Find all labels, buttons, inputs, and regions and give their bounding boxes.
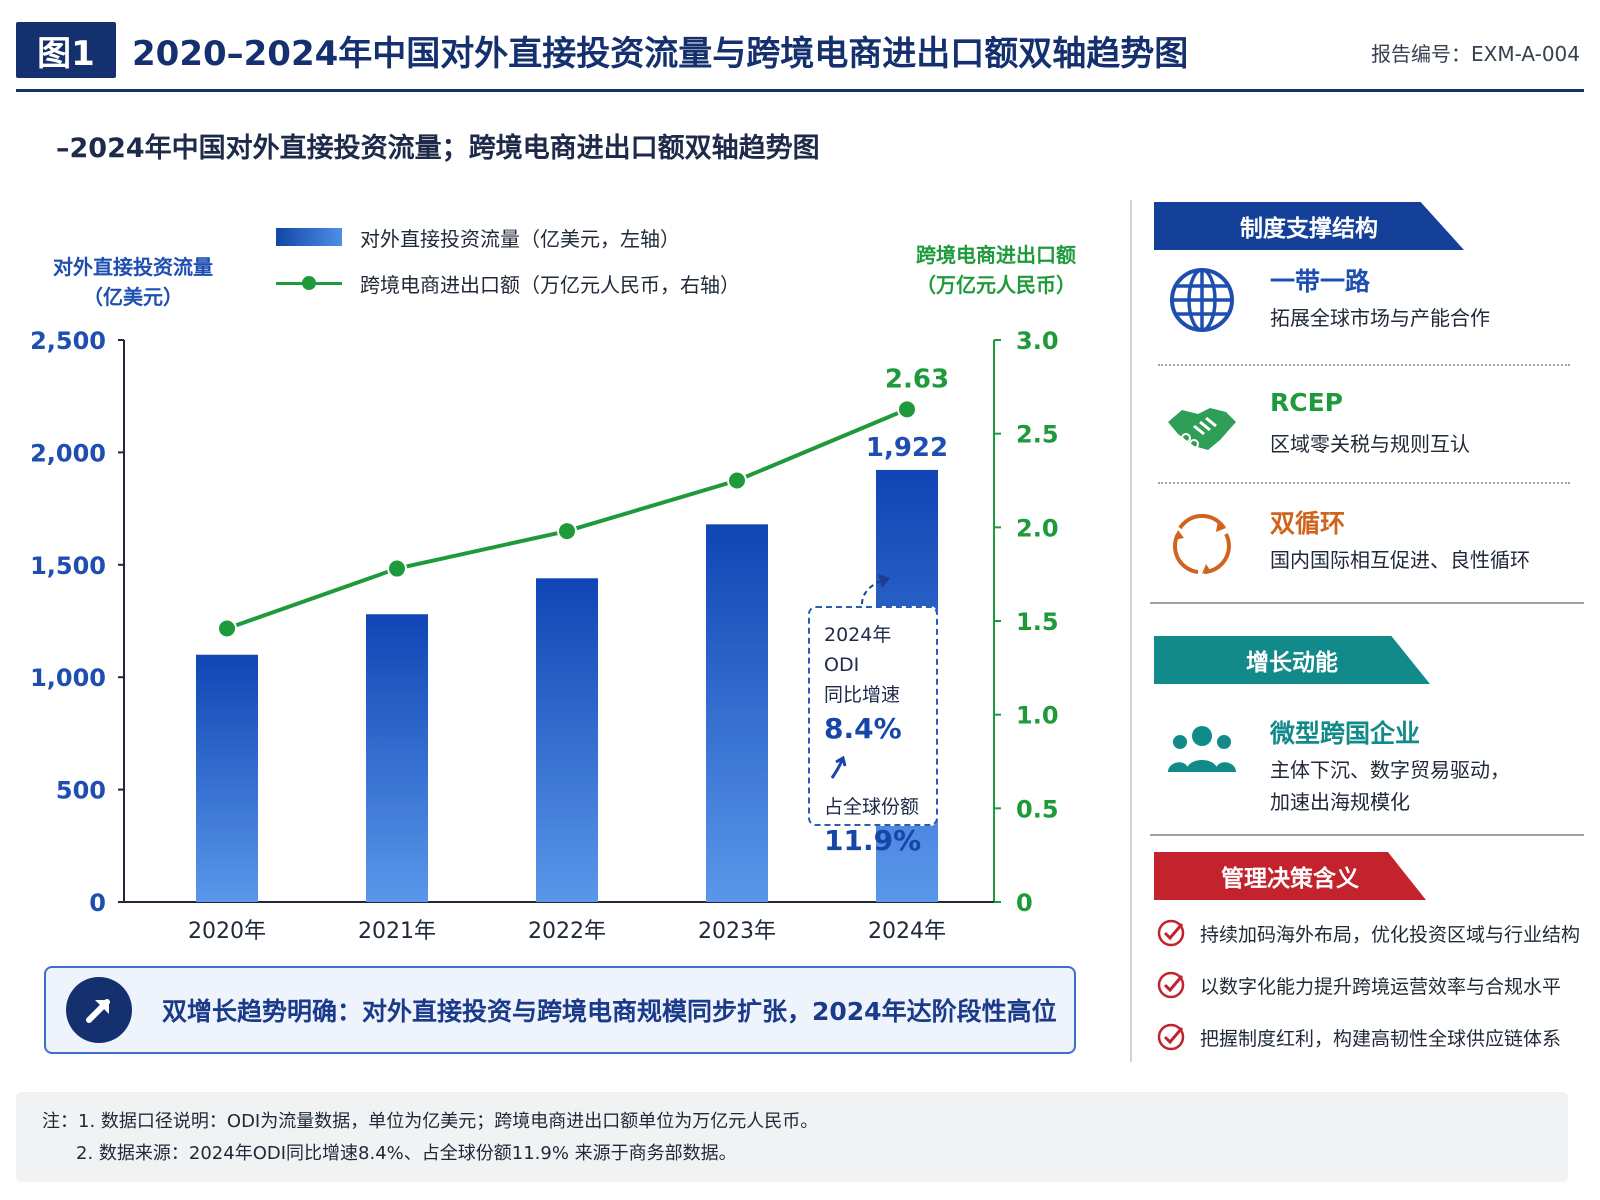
implication-item: 以数字化能力提升跨境运营效率与合规水平	[1156, 970, 1561, 1000]
check-circle-icon	[1157, 919, 1185, 947]
item-desc: 区域零关税与规则互认	[1270, 432, 1470, 456]
implication-item: 把握制度红利，构建高韧性全球供应链体系	[1156, 1022, 1561, 1052]
trend-arrow-icon	[66, 977, 132, 1043]
legend-item-line: 跨境电商进出口额（万亿元人民币，右轴）	[276, 260, 740, 306]
right-tick-label: 2.5	[1016, 421, 1059, 449]
item-title: 双循环	[1270, 509, 1346, 538]
line-point-4	[897, 399, 917, 420]
item-title: RCEP	[1270, 388, 1343, 417]
item-desc: 主体下沉、数字贸易驱动， 加速出海规模化	[1270, 754, 1510, 818]
implication-text: 持续加码海外布局，优化投资区域与行业结构	[1200, 923, 1581, 946]
annotation-line3: 占全球份额	[824, 796, 920, 818]
odi-annotation-box: 2024年ODI 同比增速 8.4% 占全球份额 11.9%	[808, 606, 938, 857]
legend-line-swatch	[276, 274, 342, 292]
section-growth-drivers: 增长动能	[1154, 636, 1430, 684]
separator	[1158, 482, 1570, 484]
right-tick-label: 0.5	[1016, 795, 1059, 823]
item-desc: 国内国际相互促进、良性循环	[1270, 548, 1530, 572]
line-point-2	[557, 521, 577, 542]
separator	[1150, 602, 1584, 604]
item-title: 一带一路	[1270, 267, 1371, 296]
left-axis-title-line1: 对外直接投资流量	[53, 255, 213, 279]
bar-data-label: 1,922	[866, 433, 948, 463]
chart-legend: 对外直接投资流量（亿美元，左轴） 跨境电商进出口额（万亿元人民币，右轴）	[276, 214, 740, 306]
left-axis-title-line2: （亿美元）	[83, 285, 183, 309]
item-desc-line1: 主体下沉、数字贸易驱动，	[1270, 758, 1510, 782]
right-axis-title-line2: （万亿元人民币）	[916, 273, 1076, 297]
right-tick-label: 1.0	[1016, 702, 1059, 730]
section-institutional-support: 制度支撑结构	[1154, 202, 1464, 250]
bar-1	[366, 614, 428, 902]
section-management-implications: 管理决策含义	[1154, 852, 1426, 900]
legend-bar-swatch	[276, 228, 342, 246]
left-axis-title: 对外直接投资流量 （亿美元）	[48, 252, 218, 312]
implication-text: 把握制度红利，构建高韧性全球供应链体系	[1200, 1027, 1562, 1050]
item-desc-line2: 加速出海规模化	[1270, 790, 1410, 814]
chart-subtitle: –2024年中国对外直接投资流量；跨境电商进出口额双轴趋势图	[56, 133, 820, 164]
header: 图1 2020–2024年中国对外直接投资流量与跨境电商进出口额双轴趋势图 报告…	[16, 20, 1584, 92]
annotation-line2: 同比增速	[824, 684, 901, 706]
x-tick-label: 2020年	[188, 919, 266, 944]
implication-item: 持续加码海外布局，优化投资区域与行业结构	[1156, 918, 1580, 948]
dual-axis-chart: 0 500 1,000 1,500 2,000 2,500 0 0.5 1.0 1.5 2.0 2.5…	[30, 327, 1059, 944]
right-axis-title: 跨境电商进出口额 （万亿元人民币）	[906, 240, 1086, 300]
item-title: 微型跨国企业	[1270, 719, 1421, 748]
legend-item-bar: 对外直接投资流量（亿美元，左轴）	[276, 214, 740, 260]
line-data-label: 2.63	[885, 364, 949, 394]
x-tick-label: 2023年	[698, 919, 776, 944]
right-tick-label: 1.5	[1016, 608, 1059, 636]
item-desc: 拓展全球市场与产能合作	[1270, 306, 1490, 330]
line-point-0	[217, 618, 237, 639]
footnote-line2: 2. 数据来源：2024年ODI同比增速8.4%、占全球份额11.9% 来源于商…	[76, 1143, 737, 1164]
report-number: 报告编号：EXM-A-004	[1370, 42, 1580, 66]
cycle-icon	[1172, 513, 1231, 574]
annotation-pointer-head	[878, 574, 890, 588]
annotation-line1: 2024年ODI	[824, 624, 892, 676]
annotation-growth-value: 8.4%	[824, 712, 902, 745]
page-title: 2020–2024年中国对外直接投资流量与跨境电商进出口额双轴趋势图	[132, 34, 1189, 74]
x-tick-label: 2022年	[528, 919, 606, 944]
figure-label: 图1	[16, 22, 116, 78]
legend-line-label: 跨境电商进出口额（万亿元人民币，右轴）	[360, 272, 740, 297]
globe-icon	[1170, 268, 1234, 332]
separator	[1150, 834, 1584, 836]
left-tick-label: 1,000	[30, 664, 106, 692]
legend-bar-label: 对外直接投资流量（亿美元，左轴）	[360, 226, 680, 251]
bar-0	[196, 654, 258, 902]
annotation-growth: 8.4%	[824, 710, 922, 786]
left-tick-label: 500	[56, 777, 106, 805]
right-tick-label: 2.0	[1016, 514, 1059, 542]
left-tick-label: 2,000	[30, 439, 106, 467]
footnote-line1: 注：1. 数据口径说明：ODI为流量数据，单位为亿美元；跨境电商进出口额单位为万…	[42, 1111, 819, 1132]
left-tick-label: 0	[89, 889, 106, 917]
annotation-share-value: 11.9%	[824, 824, 922, 857]
people-icon	[1168, 726, 1236, 772]
right-tick-label: 0	[1016, 889, 1033, 917]
check-circle-icon	[1157, 971, 1185, 999]
check-circle-icon	[1157, 1023, 1185, 1051]
trend-callout: 双增长趋势明确：对外直接投资与跨境电商规模同步扩张，2024年达阶段性高位	[44, 966, 1076, 1054]
bar-2	[536, 578, 598, 902]
line-point-3	[727, 470, 747, 491]
separator	[1158, 364, 1570, 366]
right-axis-title-line1: 跨境电商进出口额	[916, 243, 1076, 267]
callout-text: 双增长趋势明确：对外直接投资与跨境电商规模同步扩张，2024年达阶段性高位	[162, 997, 1057, 1026]
left-tick-label: 2,500	[30, 327, 106, 355]
panel-divider	[1130, 200, 1132, 1062]
implication-text: 以数字化能力提升跨境运营效率与合规水平	[1200, 975, 1562, 998]
footnote: 注：1. 数据口径说明：ODI为流量数据，单位为亿美元；跨境电商进出口额单位为万…	[16, 1092, 1568, 1182]
handshake-icon	[1168, 408, 1236, 450]
arrow-up-icon	[830, 755, 847, 779]
x-tick-label: 2024年	[868, 919, 946, 944]
bar-3	[706, 524, 768, 902]
x-tick-label: 2021年	[358, 919, 436, 944]
line-point-1	[387, 558, 407, 579]
left-tick-label: 1,500	[30, 552, 106, 580]
right-tick-label: 3.0	[1016, 327, 1059, 355]
